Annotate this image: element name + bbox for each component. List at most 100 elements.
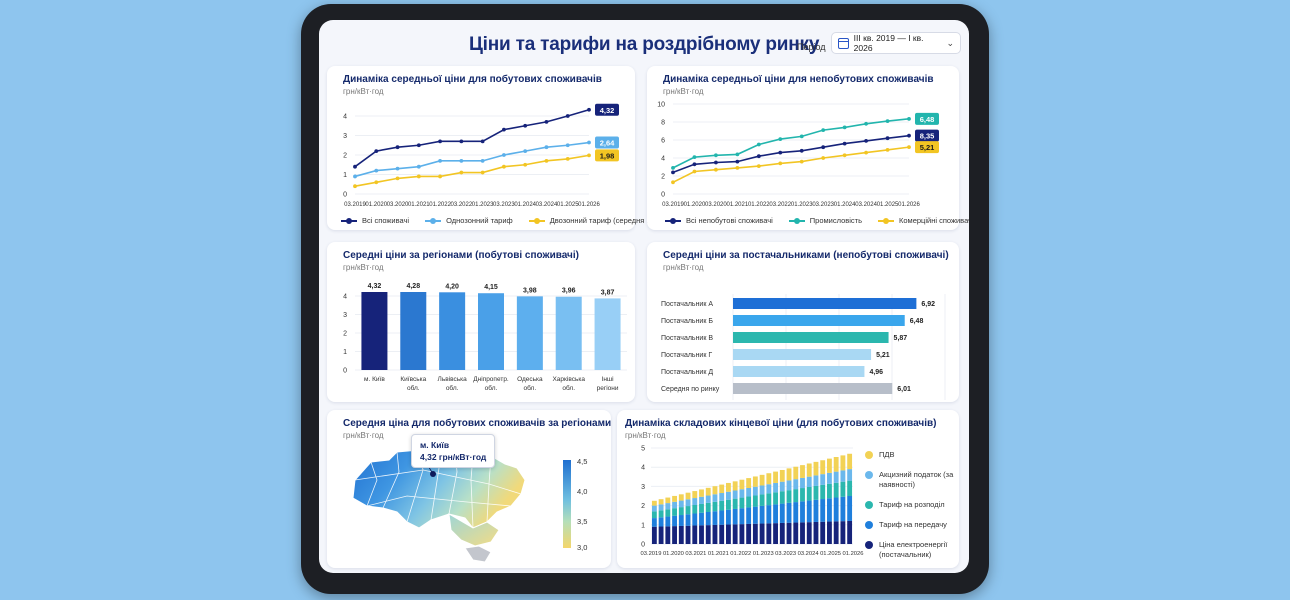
stacked-bar-segment: [705, 525, 711, 544]
stacked-bar-segment: [658, 504, 664, 511]
data-point: [438, 158, 442, 163]
stacked-bar-segment: [712, 494, 718, 502]
chart-unit: грн/кВт·год: [343, 263, 384, 272]
stacked-bar-segment: [820, 484, 826, 500]
nonhousehold-price-chart-card: Динаміка середньої ціни для непобутових …: [647, 66, 969, 230]
stacked-bar-segment: [833, 482, 839, 498]
y-tick-label: 1: [641, 522, 645, 529]
category-label: Дніпропетр.: [473, 375, 509, 383]
legend-item[interactable]: Тариф на розподіл: [865, 500, 955, 510]
stacked-bar-segment: [766, 505, 772, 524]
stacked-bar-segment: [699, 496, 704, 504]
stacked-bar-segment: [759, 474, 765, 486]
data-point: [353, 184, 357, 189]
x-tick-label: 01.2025: [877, 202, 899, 208]
stacked-bar-segment: [665, 497, 671, 504]
data-point: [714, 160, 718, 165]
stacked-bar-segment: [672, 501, 677, 509]
bar: [733, 315, 905, 326]
y-tick-label: 0: [641, 542, 645, 549]
series-line: [672, 134, 910, 174]
x-tick-label: 03.2020: [705, 202, 727, 208]
data-point: [416, 143, 421, 148]
end-value-label: 1,98: [600, 151, 615, 160]
chart-unit: грн/кВт·год: [663, 87, 704, 96]
stacked-bar-segment: [827, 483, 832, 499]
period-select[interactable]: III кв. 2019 — I кв. 2026 ⌄: [831, 32, 961, 54]
legend-item[interactable]: Комерційні споживачі: [878, 216, 969, 225]
stacked-bar-segment: [806, 463, 812, 477]
data-point: [885, 136, 890, 141]
kyiv-marker-icon[interactable]: [430, 471, 436, 477]
data-point: [907, 133, 911, 138]
stacked-bar-segment: [678, 500, 684, 508]
chart-legend: Всі споживачі Однозонний тариф Двозонний…: [341, 216, 663, 225]
data-point: [821, 128, 826, 132]
legend-item[interactable]: Ціна електроенергії (постачальник): [865, 540, 955, 560]
chart-legend: ПДВ Акцизний податок (за наявності) Тари…: [865, 450, 955, 560]
legend-item[interactable]: ПДВ: [865, 450, 955, 460]
category-label: обл.: [562, 384, 575, 392]
stacked-bar-segment: [800, 477, 805, 489]
stacked-bar-segment: [766, 493, 772, 506]
stacked-bar-segment: [840, 496, 846, 522]
category-label: м. Київ: [364, 376, 385, 383]
legend-marker-icon: [425, 217, 442, 224]
bar-value-label: 5,21: [876, 352, 890, 359]
data-point: [735, 159, 740, 164]
stacked-bar-segment: [685, 514, 691, 526]
data-point: [502, 153, 506, 157]
y-tick-label: 1: [343, 172, 347, 179]
stacked-bar-segment: [712, 511, 718, 525]
legend-item[interactable]: Всі непобутові споживачі: [665, 216, 773, 225]
data-point: [374, 149, 379, 153]
stacked-bar-segment: [800, 501, 805, 523]
stacked-bar-segment: [699, 525, 704, 544]
x-tick-label: 03.2024: [536, 202, 558, 208]
stacked-bar-segment: [712, 501, 718, 512]
category-label: Львівська: [438, 375, 468, 383]
bar-value-label: 4,32: [368, 283, 382, 290]
bar: [555, 296, 582, 370]
data-point: [480, 139, 485, 144]
data-point: [395, 145, 400, 150]
stacked-bar-segment: [726, 499, 731, 510]
legend-item[interactable]: Однозонний тариф: [425, 216, 513, 225]
end-value-badge: [595, 136, 619, 149]
bar-value-label: 4,28: [406, 283, 420, 290]
map-region-south[interactable]: [448, 513, 500, 547]
bar-value-label: 3,87: [601, 289, 615, 296]
data-point: [756, 164, 761, 168]
stacked-bar-segment: [773, 482, 778, 493]
data-point: [353, 164, 357, 169]
stacked-bar-segment: [746, 478, 752, 488]
data-point: [416, 174, 421, 179]
stacked-bar-segment: [840, 455, 846, 471]
legend-item[interactable]: Промисловість: [788, 216, 862, 225]
category-label: обл.: [485, 384, 498, 392]
series-line: [354, 141, 590, 178]
stacked-bar-segment: [719, 493, 725, 501]
series-line: [354, 108, 590, 168]
stacked-bar-segment: [759, 505, 765, 524]
legend-item[interactable]: Двозонний тариф (середня ціна): [528, 216, 663, 225]
stacked-bar-segment: [678, 507, 684, 516]
data-point: [544, 119, 549, 124]
legend-item[interactable]: Тариф на передачу: [865, 520, 955, 530]
data-point: [459, 139, 464, 144]
y-tick-label: 3: [641, 484, 645, 491]
end-value-badge: [915, 112, 939, 125]
stacked-bar-segment: [800, 465, 805, 478]
end-value-badge: [595, 103, 619, 116]
stacked-bar-segment: [820, 460, 826, 475]
y-tick-label: 0: [661, 192, 665, 199]
legend-item[interactable]: Акцизний податок (за наявності): [865, 470, 955, 490]
stacked-bar-segment: [800, 522, 805, 544]
stacked-bar-segment: [665, 509, 671, 517]
end-value-badge: [595, 149, 619, 162]
stacked-bar-segment: [739, 489, 745, 498]
data-point: [714, 153, 718, 158]
chart-unit: грн/кВт·год: [343, 431, 384, 440]
stacked-bar-segment: [672, 526, 677, 544]
legend-item[interactable]: Всі споживачі: [341, 216, 409, 225]
